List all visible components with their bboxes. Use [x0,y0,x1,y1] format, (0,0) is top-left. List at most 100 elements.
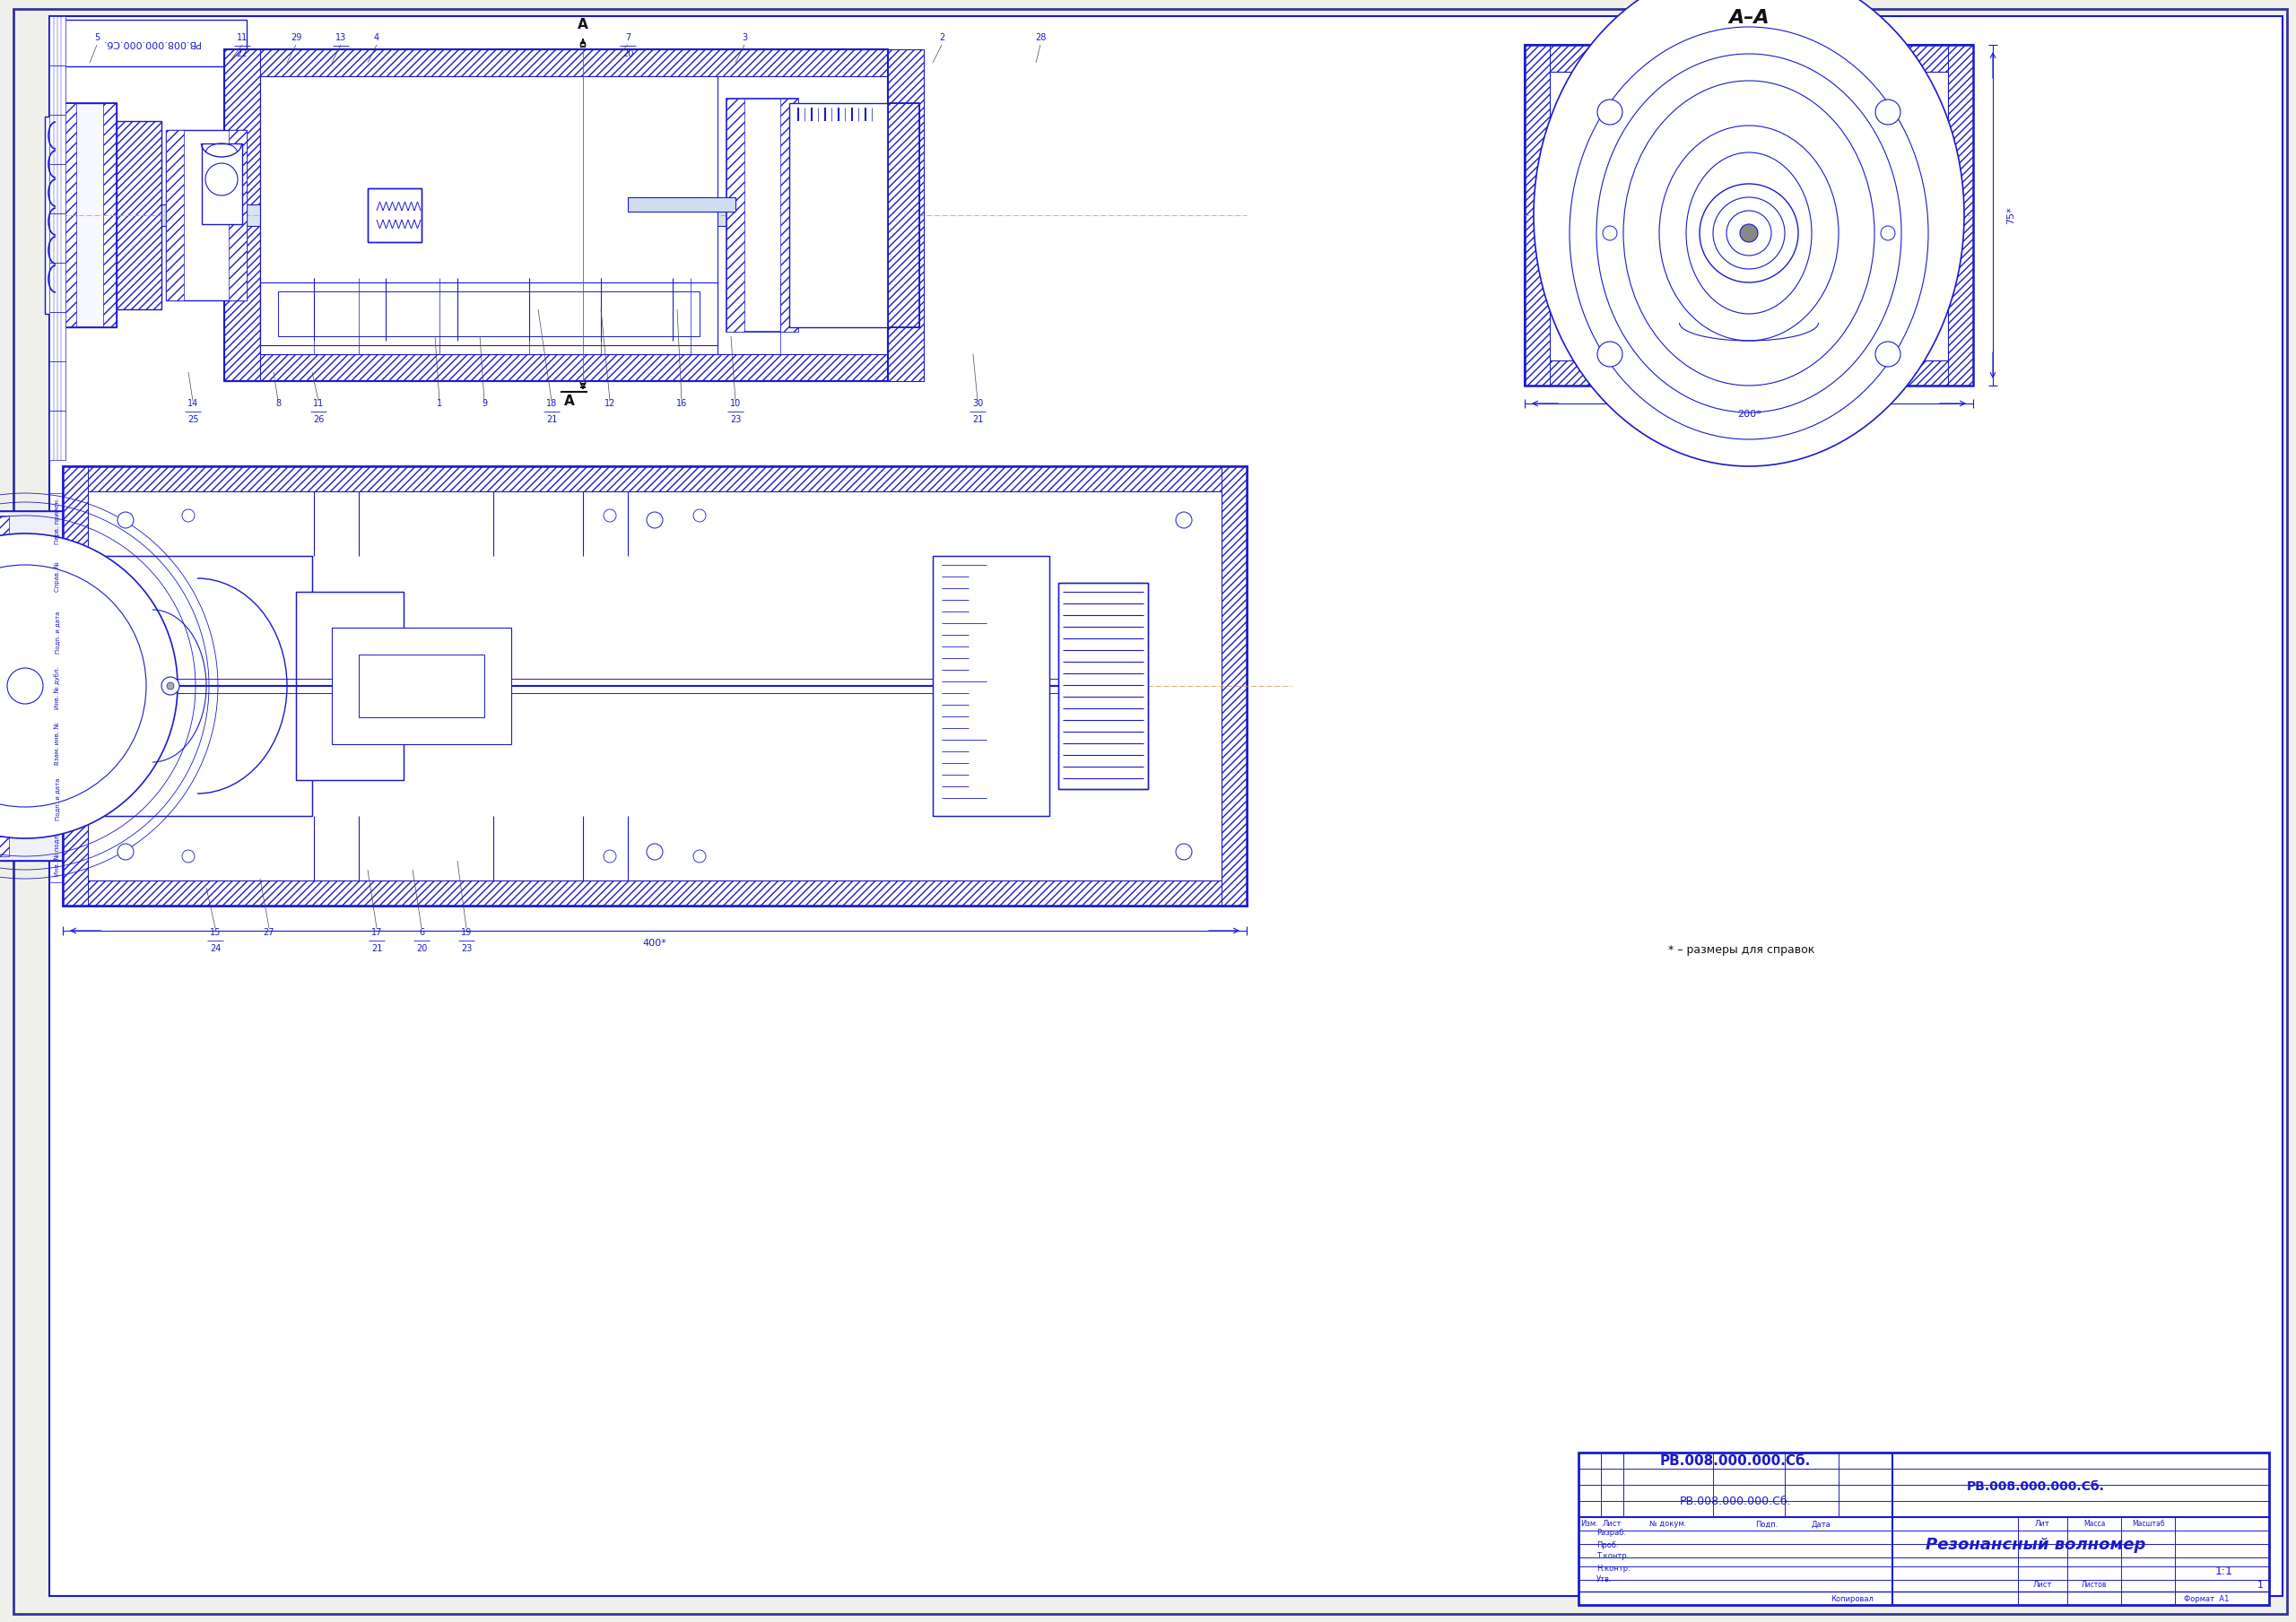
Text: Формат  А1: Формат А1 [2183,1594,2229,1603]
Bar [62,466,87,905]
Circle shape [1598,342,1623,367]
Text: 4: 4 [374,32,379,42]
Text: 5: 5 [94,32,99,42]
Bar [62,466,1247,905]
Text: Инв. № дубл.: Инв. № дубл. [55,667,60,709]
Bar [48,660,67,715]
Text: 29: 29 [289,32,301,42]
Text: 9: 9 [482,399,487,409]
Bar [48,115,67,164]
Bar [726,99,799,333]
Bar [367,188,422,242]
Circle shape [604,509,615,522]
Circle shape [1876,99,1901,125]
Circle shape [1727,211,1770,256]
Text: РВ.008.000.000.Сб.: РВ.008.000.000.Сб. [101,39,200,47]
Bar [46,117,64,313]
Bar [48,16,67,65]
Bar [62,466,1247,491]
Text: 23: 23 [461,944,473,954]
Bar [932,556,1049,816]
Bar [53,19,246,67]
Text: 15: 15 [209,928,220,938]
Bar [87,556,312,816]
Text: 19: 19 [461,928,473,938]
Text: 12: 12 [604,399,615,409]
Bar [225,49,259,381]
Bar [1058,582,1148,788]
Text: Т.контр.: Т.контр. [1596,1552,1630,1560]
Bar [296,592,404,780]
Bar [1685,71,1812,143]
Bar [627,198,735,211]
Text: 200*: 200* [1736,410,1761,418]
Text: Копировал: Копировал [1830,1594,1874,1603]
Bar [1525,45,1972,386]
Text: 3: 3 [742,32,746,42]
Bar [48,605,67,660]
Bar [62,104,117,328]
Text: 10: 10 [730,399,742,409]
Bar [230,130,246,300]
Text: 1: 1 [2257,1581,2264,1590]
Circle shape [161,676,179,694]
Bar [165,130,184,300]
Circle shape [117,513,133,529]
Bar [117,122,161,310]
Text: Лист: Лист [2032,1581,2053,1590]
Text: 21: 21 [971,415,983,423]
Bar [259,76,716,354]
Bar [62,104,76,328]
Text: А: А [565,394,574,407]
Text: 1: 1 [436,399,443,409]
Bar [225,49,889,76]
Ellipse shape [1570,28,1929,440]
Text: 1:1: 1:1 [2216,1565,2234,1577]
Bar [333,628,512,744]
Text: Изм.: Изм. [1580,1520,1598,1528]
Text: 17: 17 [372,928,381,938]
Bar [781,99,799,333]
Bar [48,214,67,263]
Bar [726,99,744,333]
Text: 20: 20 [622,49,634,58]
Bar [48,263,67,311]
Text: 23: 23 [730,415,742,423]
Circle shape [1740,224,1759,242]
Ellipse shape [1685,152,1812,313]
Text: 11: 11 [312,399,324,409]
Text: Листов: Листов [2082,1581,2108,1590]
Text: Резонансный волномер: Резонансный волномер [1926,1536,2147,1552]
Text: 2: 2 [939,32,944,42]
Bar [340,655,363,717]
Bar [62,466,1247,905]
Text: 21: 21 [372,944,381,954]
Bar [48,548,67,605]
Text: 20: 20 [416,944,427,954]
Circle shape [693,509,705,522]
Bar [340,655,363,717]
Text: Взам. инв. №: Взам. инв. № [55,722,60,764]
Text: Лист: Лист [1603,1520,1621,1528]
Text: А: А [579,18,588,31]
Text: 13: 13 [335,32,347,42]
Text: 22: 22 [236,49,248,58]
Text: 27: 27 [264,928,276,938]
Circle shape [1176,843,1192,860]
Circle shape [647,513,664,529]
Bar [161,204,852,225]
Bar [0,511,67,861]
Bar [48,770,67,827]
Bar [87,491,1221,881]
Bar [0,511,67,861]
Text: Проб.: Проб. [1596,1541,1619,1549]
Bar [202,143,241,224]
Circle shape [1598,99,1623,125]
Text: 7: 7 [625,32,631,42]
Circle shape [181,850,195,863]
Circle shape [204,164,239,196]
Text: Масса: Масса [2082,1520,2105,1528]
Text: * – размеры для справок: * – размеры для справок [1669,944,1814,957]
Ellipse shape [1596,54,1901,412]
Text: Инв. № подл.: Инв. № подл. [55,834,60,876]
